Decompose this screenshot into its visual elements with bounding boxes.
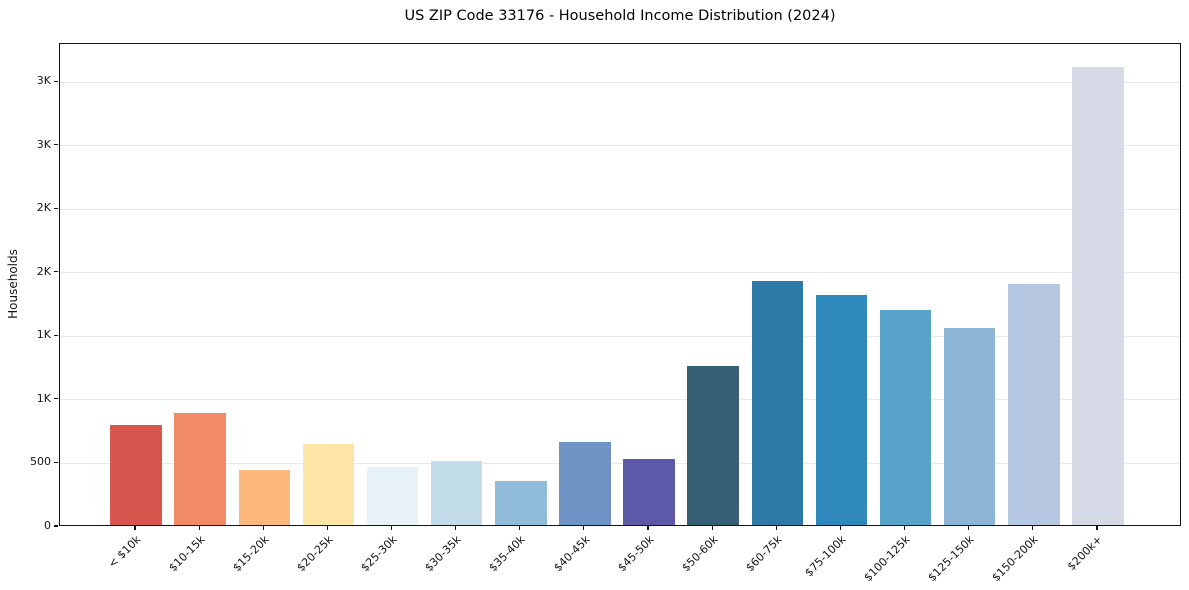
y-tick-mark xyxy=(54,207,58,209)
bar-< $10k xyxy=(110,424,162,525)
bar-$50-60k xyxy=(687,366,739,525)
chart-title: US ZIP Code 33176 - Household Income Dis… xyxy=(404,8,836,24)
bar-$40-45k xyxy=(559,441,611,525)
bar-$25-30k xyxy=(366,466,419,525)
bar-$200k+ xyxy=(1072,67,1124,525)
x-tick-label-$100-125k: $100-125k xyxy=(861,533,913,585)
x-tick-mark xyxy=(326,526,328,530)
y-tick-label: 2K xyxy=(36,201,51,215)
y-tick-label: 0 xyxy=(44,519,51,532)
x-tick-label-$50-60k: $50-60k xyxy=(679,533,721,575)
x-tick-label-$20-25k: $20-25k xyxy=(294,533,336,575)
x-tick-mark xyxy=(968,526,970,530)
x-tick-label-$125-150k: $125-150k xyxy=(925,533,977,585)
bar-$125-150k xyxy=(943,328,996,525)
x-tick-mark xyxy=(1032,526,1034,530)
x-tick-mark xyxy=(198,526,200,530)
y-tick-label: 3K xyxy=(36,74,51,88)
x-tick-label-< $10k: < $10k xyxy=(105,533,144,571)
x-tick-label-$10-15k: $10-15k xyxy=(166,533,208,575)
y-axis-title: Households xyxy=(6,249,20,319)
gridline-1K xyxy=(60,399,1180,401)
x-tick-label-$25-30k: $25-30k xyxy=(358,533,400,575)
bar-$10-15k xyxy=(174,412,226,525)
x-tick-mark xyxy=(775,526,777,530)
x-tick-label-$40-45k: $40-45k xyxy=(550,533,593,575)
x-tick-mark xyxy=(455,526,457,530)
y-tick-mark xyxy=(54,144,58,146)
y-tick-label: 1K xyxy=(36,391,51,405)
bar-$75-100k xyxy=(815,294,868,525)
gridline-3K xyxy=(60,145,1180,147)
bar-$100-125k xyxy=(879,309,932,525)
x-tick-mark xyxy=(519,526,521,530)
y-tick-mark xyxy=(54,80,58,82)
x-tick-label-$35-40k: $35-40k xyxy=(486,533,528,575)
x-tick-mark xyxy=(711,526,713,530)
x-tick-label-$60-75k: $60-75k xyxy=(743,533,785,575)
bar-$35-40k xyxy=(495,480,547,525)
bar-$150-200k xyxy=(1008,283,1060,525)
x-tick-label-$200k+: $200k+ xyxy=(1065,533,1106,574)
bar-$45-50k xyxy=(623,458,675,525)
x-tick-mark xyxy=(583,526,585,530)
y-tick-label: 500 xyxy=(30,455,51,469)
y-tick-mark xyxy=(54,525,58,527)
y-tick-mark xyxy=(54,334,58,336)
x-tick-mark xyxy=(262,526,264,530)
bar-$60-75k xyxy=(751,280,804,525)
x-tick-label-$45-50k: $45-50k xyxy=(614,533,657,575)
y-tick-mark xyxy=(54,398,58,400)
x-tick-mark xyxy=(839,526,842,530)
x-tick-mark xyxy=(134,526,136,530)
y-tick-label: 3K xyxy=(36,137,51,151)
bar-$15-20k xyxy=(238,470,290,525)
gridline-2K xyxy=(60,208,1180,210)
x-tick-label-$75-100k: $75-100k xyxy=(802,533,849,580)
gridline-1K xyxy=(60,335,1180,337)
x-tick-label-$150-200k: $150-200k xyxy=(989,533,1042,585)
x-tick-label-$30-35k: $30-35k xyxy=(422,533,464,575)
bar-$20-25k xyxy=(302,444,355,525)
x-tick-label-$15-20k: $15-20k xyxy=(230,533,272,575)
gridline-3K xyxy=(60,81,1180,83)
y-tick-mark xyxy=(54,271,58,273)
bar-$30-35k xyxy=(430,460,483,525)
gridline-2K xyxy=(60,272,1180,274)
y-tick-label: 2K xyxy=(36,264,51,278)
x-tick-mark xyxy=(647,526,649,530)
plot-area xyxy=(59,43,1181,526)
x-tick-mark xyxy=(1096,526,1098,530)
y-tick-label: 1K xyxy=(36,328,51,342)
x-tick-mark xyxy=(390,526,393,530)
gridline-500 xyxy=(60,462,1180,464)
y-tick-mark xyxy=(54,461,58,464)
x-tick-mark xyxy=(903,526,906,530)
